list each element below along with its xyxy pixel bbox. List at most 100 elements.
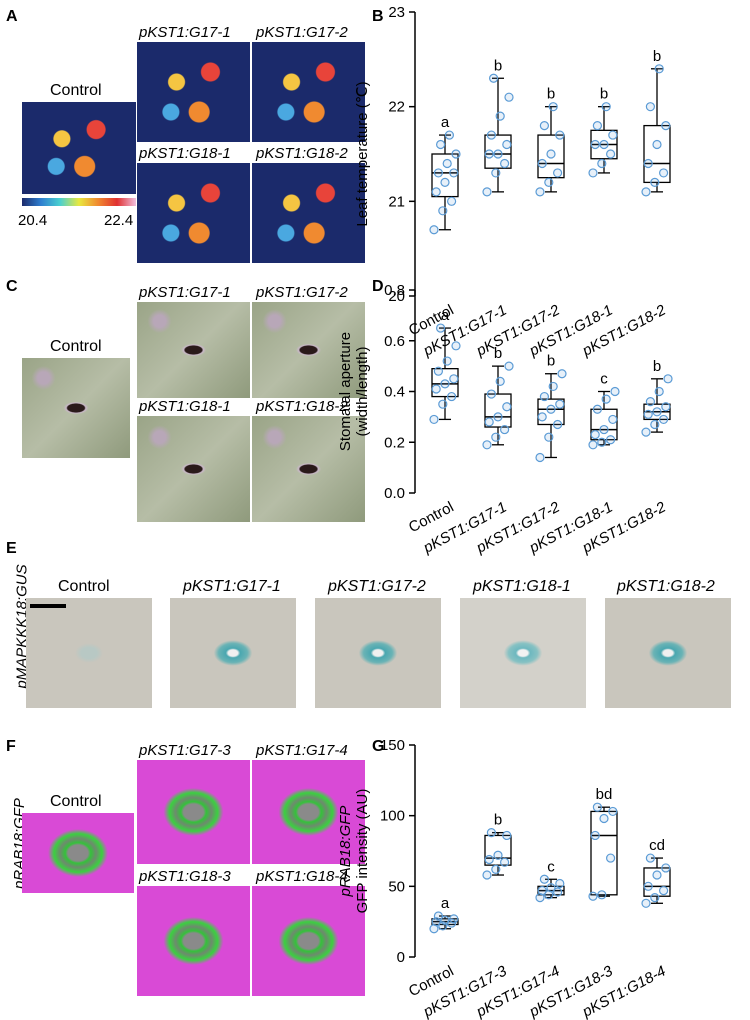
- data-point: [652, 870, 662, 880]
- data-point: [601, 394, 611, 404]
- significance-letter: bd: [596, 786, 613, 803]
- data-point: [442, 356, 452, 366]
- significance-letter: a: [441, 895, 450, 912]
- data-point: [652, 407, 662, 417]
- y-axis-label: Leaf temperature (℃): [354, 81, 371, 226]
- data-point: [539, 391, 550, 402]
- image-label: Control: [50, 82, 102, 99]
- data-point: [548, 102, 558, 112]
- image-label: pKST1:G17-1: [183, 578, 281, 595]
- data-point: [500, 857, 510, 867]
- data-point: [495, 111, 505, 121]
- y-tick-label: 0: [397, 949, 405, 966]
- gus-image: [26, 598, 152, 708]
- stomata-image: [22, 358, 130, 458]
- data-point: [608, 130, 618, 140]
- data-point: [641, 187, 651, 197]
- data-point: [608, 414, 618, 425]
- data-point: [500, 424, 510, 435]
- thermal-image: [137, 42, 250, 142]
- panel-letter: B: [372, 8, 384, 25]
- data-point: [544, 177, 554, 187]
- y-tick-label: 21: [388, 193, 405, 210]
- panel-letter: E: [6, 540, 17, 557]
- box: [431, 368, 459, 398]
- image-label: pKST1:G17-4: [256, 742, 348, 759]
- data-point: [592, 120, 603, 131]
- data-point: [658, 168, 669, 178]
- y-tick-label: 0.0: [384, 485, 405, 502]
- data-point: [590, 830, 600, 841]
- data-point: [661, 120, 671, 131]
- box: [431, 153, 459, 198]
- data-point: [610, 386, 620, 397]
- data-point: [451, 149, 461, 159]
- data-point: [504, 361, 514, 371]
- data-point: [431, 187, 441, 197]
- data-point: [555, 399, 565, 409]
- data-point: [438, 399, 448, 409]
- data-point: [552, 419, 563, 430]
- data-point: [599, 139, 609, 150]
- significance-letter: b: [547, 86, 555, 103]
- data-point: [493, 850, 503, 860]
- gus-image: [605, 598, 731, 708]
- colorbar-label: 20.4: [18, 212, 48, 229]
- data-point: [495, 376, 505, 386]
- image-label: pKST1:G18-1: [139, 145, 231, 162]
- data-point: [645, 102, 656, 112]
- significance-letter: b: [653, 358, 661, 375]
- data-point: [544, 432, 554, 442]
- data-point: [504, 92, 514, 102]
- data-point: [493, 149, 503, 159]
- image-label: Control: [50, 793, 102, 810]
- data-point: [535, 187, 545, 197]
- data-point: [482, 187, 492, 197]
- data-point: [433, 366, 443, 376]
- box: [484, 834, 512, 866]
- data-point: [484, 149, 494, 159]
- data-point: [447, 196, 457, 206]
- image-label: Control: [50, 338, 102, 355]
- data-point: [486, 389, 496, 399]
- data-point: [654, 386, 664, 397]
- significance-letter: c: [547, 858, 555, 875]
- data-point: [537, 885, 547, 896]
- data-point: [539, 120, 550, 131]
- data-point: [486, 130, 496, 140]
- stomata-image: [252, 302, 365, 398]
- y-axis-label: Stomatal aperture: [337, 332, 354, 451]
- stomata-image: [137, 302, 250, 398]
- gfp-image: [252, 886, 365, 996]
- data-point: [645, 853, 656, 863]
- data-point: [489, 73, 499, 83]
- colorbar: [22, 198, 136, 206]
- gus-image: [315, 598, 441, 708]
- data-point: [436, 323, 446, 333]
- image-label: pKST1:G17-2: [328, 578, 426, 595]
- data-point: [652, 139, 662, 150]
- significance-letter: a: [441, 307, 450, 324]
- data-point: [548, 381, 558, 392]
- data-point: [555, 130, 565, 140]
- data-point: [431, 384, 441, 394]
- data-point: [592, 404, 603, 414]
- data-point: [643, 881, 653, 891]
- data-point: [590, 430, 600, 440]
- data-point: [661, 402, 671, 412]
- significance-letter: c: [600, 371, 608, 388]
- data-point: [486, 828, 496, 838]
- data-point: [643, 158, 653, 169]
- data-point: [546, 404, 556, 414]
- gfp-image: [137, 760, 250, 864]
- data-point: [502, 402, 512, 412]
- data-point: [491, 432, 501, 442]
- data-point: [650, 177, 660, 187]
- panel-letter: C: [6, 278, 18, 295]
- data-point: [502, 830, 512, 841]
- box: [537, 398, 565, 426]
- data-point: [641, 898, 651, 908]
- data-point: [605, 853, 616, 863]
